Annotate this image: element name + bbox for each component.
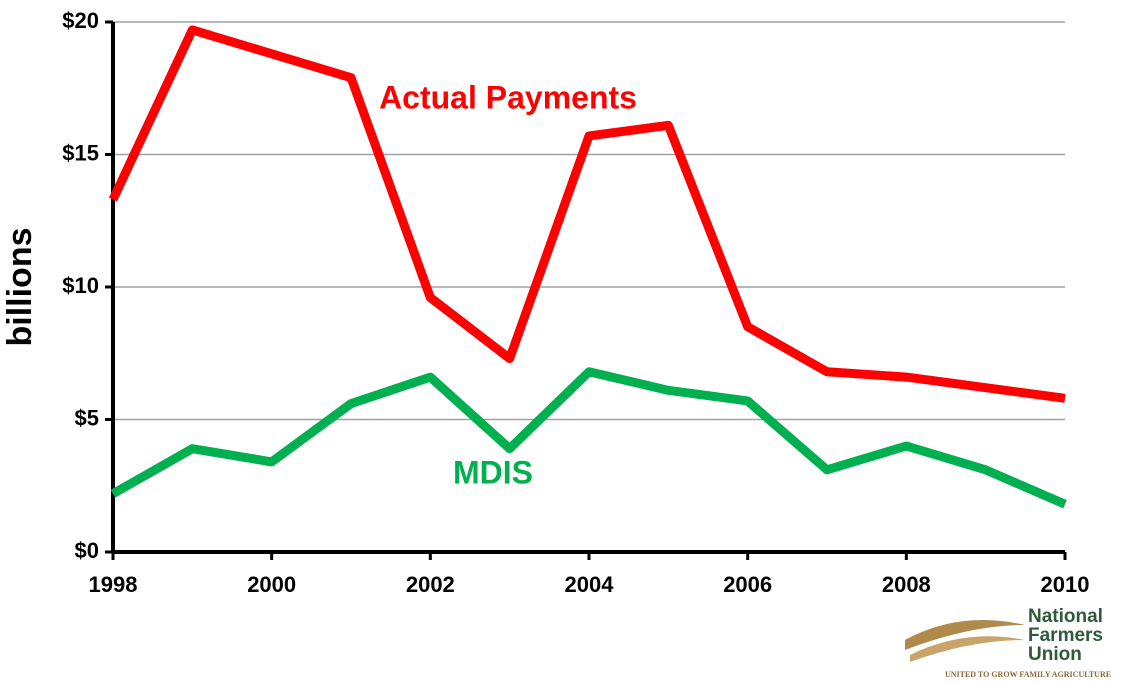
x-tick-label: 1998 — [89, 572, 138, 597]
logo-tagline: United to Grow Family Agriculture — [945, 670, 1111, 679]
logo-text: Union — [1028, 644, 1082, 665]
x-tick-label: 2006 — [723, 572, 772, 597]
logo: National Farmers Union United to Grow Fa… — [905, 606, 1111, 679]
y-tick-label: $10 — [62, 273, 99, 298]
y-tick-label: $20 — [62, 8, 99, 33]
y-tick-label: $15 — [62, 140, 99, 165]
logo-wave — [905, 620, 1025, 650]
y-tick-label: $0 — [75, 538, 99, 563]
series-label: Actual Payments — [379, 79, 637, 115]
logo-text: Farmers — [1028, 625, 1103, 646]
logo-text: National — [1028, 606, 1103, 627]
series-line — [108, 25, 1066, 403]
series-line — [110, 367, 1067, 509]
x-tick-label: 2000 — [247, 572, 296, 597]
x-tick-label: 2002 — [406, 572, 455, 597]
x-tick-label: 2008 — [882, 572, 931, 597]
y-axis-label: billions — [1, 228, 39, 347]
x-tick-label: 2004 — [565, 572, 615, 597]
x-tick-label: 2010 — [1041, 572, 1090, 597]
series-label: MDIS — [453, 454, 533, 490]
logo-wave — [910, 636, 1025, 662]
y-tick-label: $5 — [75, 405, 99, 430]
